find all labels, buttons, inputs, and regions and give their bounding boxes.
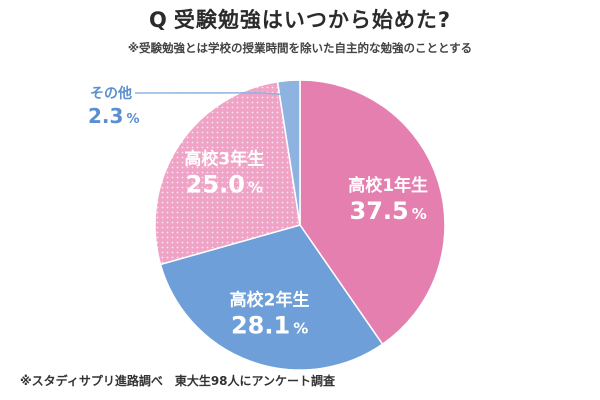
pie-slice-4 <box>276 79 301 226</box>
slice-label-2: 高校2年生 <box>230 290 310 311</box>
chart-title: Q 受験勉強はいつから始めた? <box>0 4 600 34</box>
pie-slice-2 <box>159 224 384 371</box>
slice-label-1: 高校1年生 <box>348 175 428 196</box>
leader-line <box>134 92 290 96</box>
slice-label-3: 高校3年生 <box>184 149 264 170</box>
pie-slice-3 <box>154 80 301 266</box>
slice-value-2: 28.1% <box>231 312 308 340</box>
slice-label-4: その他 <box>90 85 132 102</box>
question-icon: Q <box>148 8 168 32</box>
chart-subtitle: ※受験勉強とは学校の授業時間を除いた自主的な勉強のこととする <box>127 41 473 55</box>
title-text: 受験勉強はいつから始めた? <box>173 8 452 32</box>
slice-value-4: 2.3% <box>88 104 139 128</box>
source-note: ※スタディサプリ進路調べ 東大生98人にアンケート調査 <box>20 374 336 388</box>
pie-slice-1 <box>299 79 446 346</box>
